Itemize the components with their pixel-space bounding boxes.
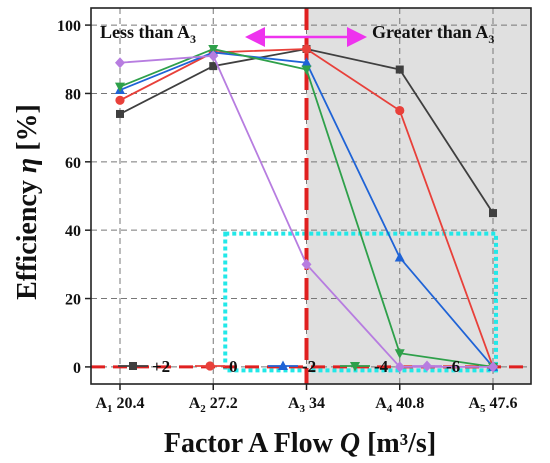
legend-marker — [205, 361, 215, 371]
data-point — [394, 349, 405, 359]
data-point — [488, 361, 498, 373]
y-tick-label: 60 — [65, 155, 81, 172]
x-ticks: A1 20.4 A2 27.2 A3 34 A4 40.8 A5 47.6 — [95, 384, 518, 415]
data-point — [489, 209, 497, 218]
y-tick-label: 40 — [65, 223, 81, 240]
data-point — [301, 44, 312, 54]
y-tick-label: 80 — [65, 86, 81, 103]
legend-item--2: -2 — [268, 357, 316, 376]
y-tick-label: 20 — [65, 292, 81, 309]
region-label-left: Less than A3 — [100, 22, 196, 46]
x-tick-label: A3 34 — [288, 395, 325, 415]
x-axis-title: Factor A Flow Q [m³/s] — [164, 428, 436, 459]
data-point — [209, 62, 218, 71]
y-tick-label: 100 — [57, 18, 81, 35]
data-point — [115, 95, 125, 105]
legend-marker — [278, 360, 288, 370]
legend: +2 0 -2 -4 -6 — [118, 357, 460, 376]
data-point — [395, 105, 405, 116]
data-point — [395, 65, 404, 74]
y-axis-title: Efficiency η [%] — [12, 104, 43, 300]
data-point — [116, 109, 124, 118]
plot-frame — [90, 7, 532, 385]
legend-marker — [129, 362, 137, 370]
data-point — [115, 82, 125, 93]
y-ticks: 0 20 40 60 80 100 — [57, 18, 91, 377]
legend-label: 0 — [229, 357, 238, 376]
y-tick-label: 0 — [73, 360, 81, 377]
data-point — [208, 50, 219, 62]
data-point — [394, 252, 405, 262]
legend-item--4: -4 — [340, 357, 389, 376]
data-point — [115, 57, 125, 69]
shaded-region — [306, 8, 531, 384]
x-tick-label: A4 40.8 — [375, 395, 424, 415]
legend-label: -6 — [446, 357, 460, 376]
x-tick-label: A2 27.2 — [189, 395, 238, 415]
data-point — [208, 45, 219, 55]
legend-label: +2 — [152, 357, 170, 376]
legend-item--6: -6 — [412, 357, 460, 376]
legend-label: -2 — [302, 357, 316, 376]
legend-marker — [350, 362, 360, 372]
data-point — [301, 57, 312, 67]
x-tick-label: A1 20.4 — [95, 395, 144, 415]
legend-label: -4 — [374, 357, 389, 376]
data-point — [301, 65, 312, 76]
legend-marker — [422, 360, 432, 372]
data-point — [301, 258, 312, 270]
x-tick-label: A5 47.6 — [468, 395, 517, 415]
legend-item-0: 0 — [195, 357, 238, 376]
legend-item-+2: +2 — [118, 357, 170, 376]
region-label-right: Greater than A3 — [372, 22, 494, 46]
data-point — [394, 361, 405, 373]
